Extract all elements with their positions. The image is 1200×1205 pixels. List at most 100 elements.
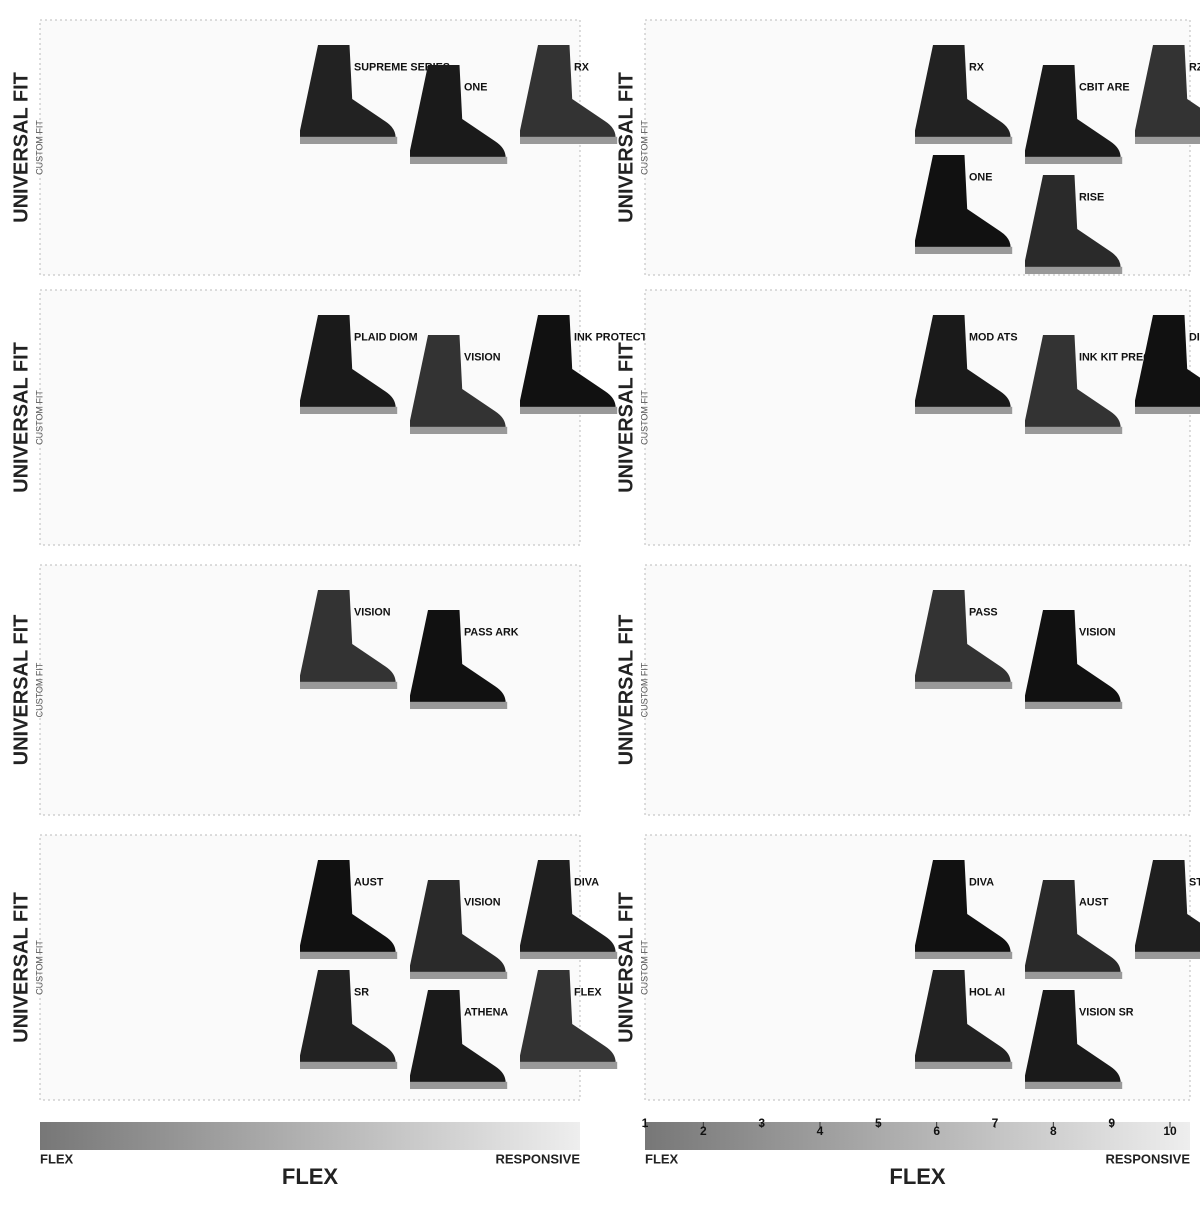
scale-tick-label: 6	[933, 1124, 940, 1138]
scale-tick-label: 3	[758, 1116, 765, 1130]
scale-high: RESPONSIVE	[495, 1151, 580, 1166]
boot-shape	[410, 65, 506, 164]
boot-label: AUST	[354, 876, 384, 888]
boot-sole	[410, 156, 508, 164]
boot-sole	[1025, 156, 1123, 164]
scale-title: FLEX	[282, 1164, 339, 1189]
boot: HOL AI	[915, 970, 1013, 1069]
scale-tick-label: 9	[1108, 1116, 1115, 1130]
boot-label: AUST	[1079, 896, 1109, 908]
panel-title: UNIVERSAL FIT	[10, 342, 32, 493]
boot-sole	[915, 136, 1013, 144]
boot-shape	[410, 880, 506, 979]
boot-shape	[1025, 990, 1121, 1089]
boot: PLAID DIOM	[300, 315, 418, 414]
boot: VISION	[410, 335, 508, 434]
boot-label: RX	[969, 61, 985, 73]
boot-sole	[915, 246, 1013, 254]
panel-title: UNIVERSAL FIT	[615, 615, 637, 766]
boot-shape	[520, 860, 616, 959]
boot-shape	[300, 590, 396, 689]
boot-sole	[1135, 406, 1200, 414]
boot-sole	[300, 406, 398, 414]
panel-subtitle: CUSTOM FIT	[34, 120, 44, 175]
boot: RZ	[1135, 45, 1200, 145]
scale-title: FLEX	[889, 1164, 946, 1189]
boot-label: SUPREME SERIES	[354, 61, 450, 73]
boot-sole	[1135, 136, 1200, 144]
boot-label: PLAID DIOM	[354, 331, 418, 343]
boot: RX	[520, 45, 618, 144]
scale-tick-label: 5	[875, 1116, 882, 1130]
boot-shape	[1025, 335, 1121, 434]
boot-label: HOL AI	[969, 986, 1005, 998]
boot: DIOM	[1135, 315, 1200, 415]
boot-label: INK KIT PREC	[1079, 351, 1151, 363]
boot-label: FLEX	[574, 986, 602, 998]
boot-shape	[915, 155, 1011, 254]
boot: RX	[915, 45, 1013, 144]
boot-sole	[1025, 971, 1123, 979]
boot-shape	[520, 970, 616, 1069]
boot-label: DIOM	[1189, 331, 1200, 343]
boot-shape	[915, 970, 1011, 1069]
boot: ATHENA	[410, 990, 508, 1089]
boot: AUST	[1025, 880, 1123, 979]
boot: CBIT ARE	[1025, 65, 1130, 164]
boot: SR	[300, 970, 398, 1069]
boot-label: INK PROTECT	[574, 331, 648, 343]
boot-label: CBIT ARE	[1079, 81, 1130, 93]
boot-sole	[300, 136, 398, 144]
boot-label: RISE	[1079, 191, 1104, 203]
boot: MOD ATS	[915, 315, 1018, 414]
boot-sole	[410, 426, 508, 434]
boot-label: VISION	[354, 606, 391, 618]
boot-label: PASS	[969, 606, 998, 618]
panel-title: UNIVERSAL FIT	[615, 892, 637, 1043]
scale-bar	[40, 1122, 580, 1150]
boot-sole	[915, 681, 1013, 689]
boot: FLEX	[520, 970, 618, 1069]
boot: INK PROTECT	[520, 315, 648, 414]
boot-sole	[300, 951, 398, 959]
scale-tick-label: 2	[700, 1124, 707, 1138]
boot-sole	[300, 1061, 398, 1069]
boot: PASS ARK	[410, 610, 519, 709]
boot: AUST	[300, 860, 398, 959]
panel-subtitle: CUSTOM FIT	[34, 662, 44, 717]
panel-subtitle: CUSTOM FIT	[34, 390, 44, 445]
boot-sole	[410, 971, 508, 979]
boot-label: DIVA	[969, 876, 994, 888]
boot-label: VISION	[1079, 626, 1116, 638]
boot-label: MOD ATS	[969, 331, 1018, 343]
boot-sole	[1025, 426, 1123, 434]
boot-shape	[520, 315, 616, 414]
boot-shape	[300, 45, 396, 144]
boot-label: ONE	[969, 171, 992, 183]
boot: STIT	[1135, 860, 1200, 960]
boot-label: SR	[354, 986, 369, 998]
boot: VISION	[1025, 610, 1123, 709]
scale-bar	[645, 1122, 1190, 1150]
boot: SUPREME SERIES	[300, 45, 450, 144]
panel-subtitle: CUSTOM FIT	[639, 940, 649, 995]
boot-shape	[1135, 860, 1200, 960]
boot-sole	[300, 681, 398, 689]
scale-tick-label: 10	[1163, 1124, 1177, 1138]
boot-sole	[1025, 701, 1123, 709]
boot-label: VISION	[464, 896, 501, 908]
boot-label: STIT	[1189, 876, 1200, 888]
boot-shape	[300, 315, 396, 414]
panel-subtitle: CUSTOM FIT	[639, 120, 649, 175]
boot-sole	[915, 1061, 1013, 1069]
boot: VISION SR	[1025, 990, 1134, 1089]
boot: PASS	[915, 590, 1013, 689]
boot: VISION	[410, 880, 508, 979]
panel-title: UNIVERSAL FIT	[615, 342, 637, 493]
boot-shape	[1135, 45, 1200, 145]
scale-tick-label: 7	[992, 1116, 999, 1130]
boot-sole	[520, 951, 618, 959]
boot-sole	[1025, 1081, 1123, 1089]
boot-label: DIVA	[574, 876, 599, 888]
scale-tick-label: 4	[817, 1124, 824, 1138]
